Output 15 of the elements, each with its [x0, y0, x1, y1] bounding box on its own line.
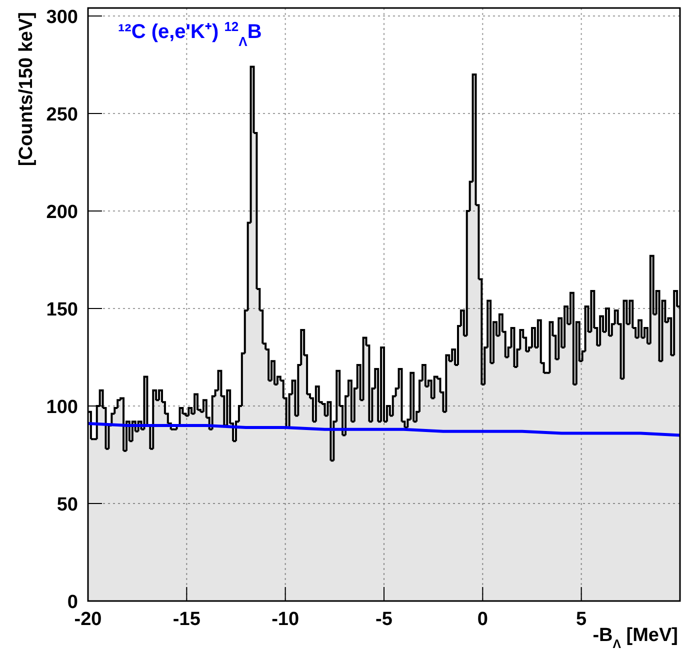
y-tick-label: 50: [56, 494, 78, 516]
x-tick-label: -15: [172, 609, 201, 630]
line-series: [86, 422, 682, 437]
y-axis-title: [Counts/150 keV]: [16, 12, 37, 166]
y-tick-label: 300: [46, 7, 78, 28]
x-tick-label: 5: [576, 609, 588, 630]
x-tick-label: 0: [477, 609, 488, 630]
x-tick-label: -10: [272, 609, 300, 630]
y-tick-label: 150: [46, 300, 78, 320]
y-tick-label: 200: [46, 202, 78, 223]
x-axis-title: -B$_{Λ}$ [MeV]: [592, 625, 678, 651]
x-tick-label: -5: [376, 609, 393, 630]
chart-title: ¹²C (e,e'K⁺) $^{12}$$_{Λ}$B: [118, 18, 262, 48]
y-tick-label: 250: [46, 104, 78, 126]
y-tick-label: 100: [46, 397, 78, 418]
